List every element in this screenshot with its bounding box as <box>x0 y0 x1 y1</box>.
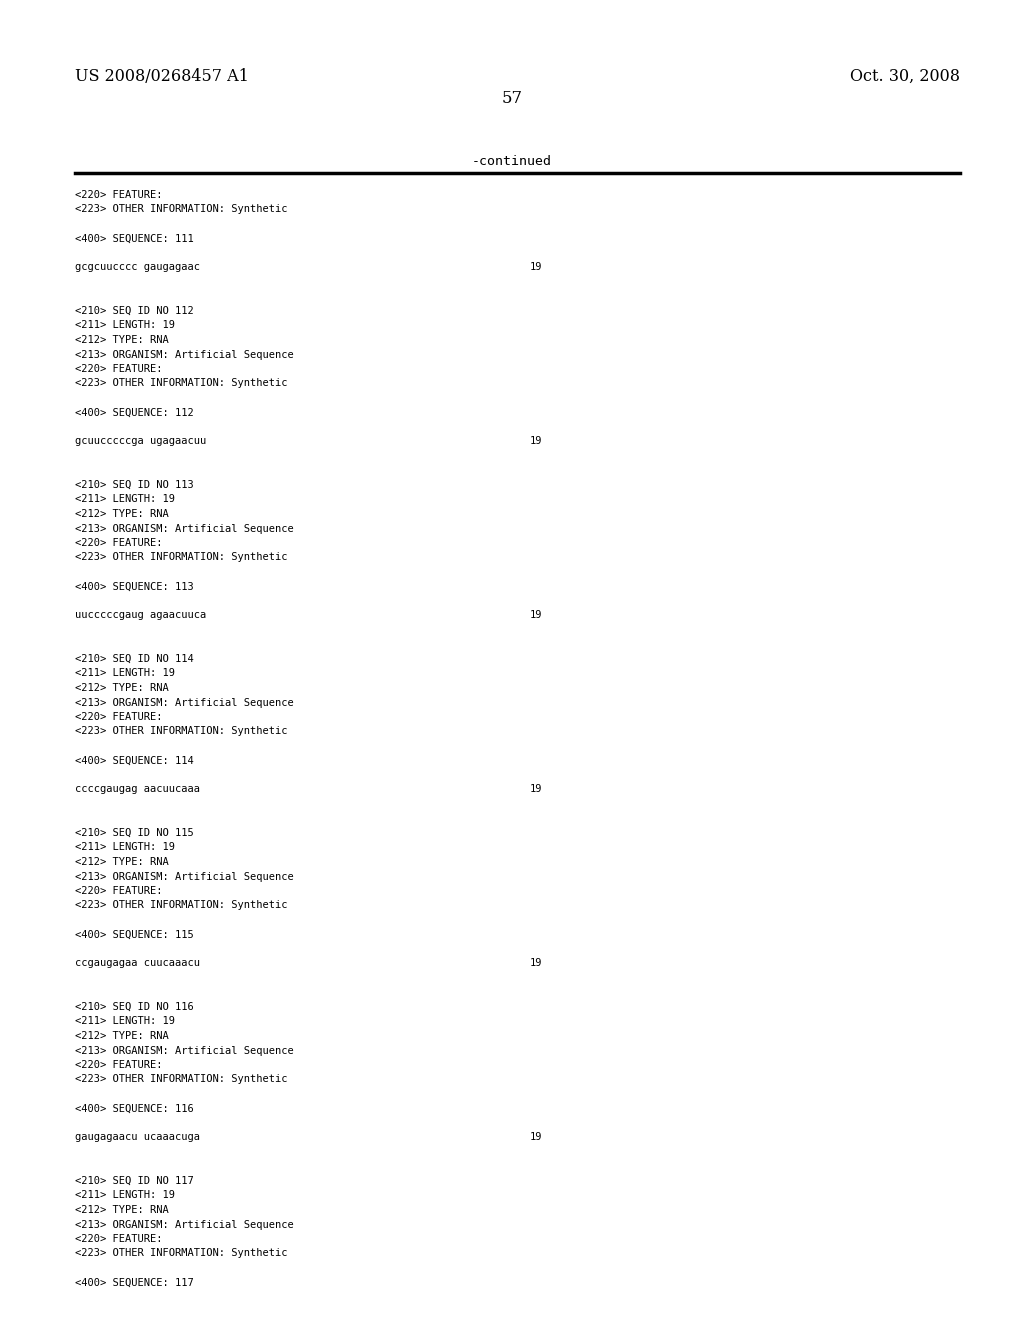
Text: <223> OTHER INFORMATION: Synthetic: <223> OTHER INFORMATION: Synthetic <box>75 553 288 562</box>
Text: 19: 19 <box>530 784 543 795</box>
Text: <212> TYPE: RNA: <212> TYPE: RNA <box>75 857 169 867</box>
Text: <213> ORGANISM: Artificial Sequence: <213> ORGANISM: Artificial Sequence <box>75 1220 294 1229</box>
Text: <223> OTHER INFORMATION: Synthetic: <223> OTHER INFORMATION: Synthetic <box>75 900 288 911</box>
Text: <213> ORGANISM: Artificial Sequence: <213> ORGANISM: Artificial Sequence <box>75 1045 294 1056</box>
Text: ccccgaugag aacuucaaa: ccccgaugag aacuucaaa <box>75 784 200 795</box>
Text: <213> ORGANISM: Artificial Sequence: <213> ORGANISM: Artificial Sequence <box>75 697 294 708</box>
Text: <211> LENGTH: 19: <211> LENGTH: 19 <box>75 495 175 504</box>
Text: <211> LENGTH: 19: <211> LENGTH: 19 <box>75 668 175 678</box>
Text: <211> LENGTH: 19: <211> LENGTH: 19 <box>75 842 175 853</box>
Text: gaugagaacu ucaaacuga: gaugagaacu ucaaacuga <box>75 1133 200 1143</box>
Text: <211> LENGTH: 19: <211> LENGTH: 19 <box>75 321 175 330</box>
Text: <211> LENGTH: 19: <211> LENGTH: 19 <box>75 1191 175 1200</box>
Text: 19: 19 <box>530 263 543 272</box>
Text: <210> SEQ ID NO 117: <210> SEQ ID NO 117 <box>75 1176 194 1185</box>
Text: gcgcuucccc gaugagaac: gcgcuucccc gaugagaac <box>75 263 200 272</box>
Text: gcuucccccga ugagaacuu: gcuucccccga ugagaacuu <box>75 437 206 446</box>
Text: -continued: -continued <box>472 154 552 168</box>
Text: Oct. 30, 2008: Oct. 30, 2008 <box>850 69 961 84</box>
Text: <220> FEATURE:: <220> FEATURE: <box>75 190 163 201</box>
Text: <223> OTHER INFORMATION: Synthetic: <223> OTHER INFORMATION: Synthetic <box>75 1074 288 1085</box>
Text: <220> FEATURE:: <220> FEATURE: <box>75 364 163 374</box>
Text: <400> SEQUENCE: 115: <400> SEQUENCE: 115 <box>75 929 194 940</box>
Text: <223> OTHER INFORMATION: Synthetic: <223> OTHER INFORMATION: Synthetic <box>75 726 288 737</box>
Text: 19: 19 <box>530 610 543 620</box>
Text: <223> OTHER INFORMATION: Synthetic: <223> OTHER INFORMATION: Synthetic <box>75 205 288 214</box>
Text: <212> TYPE: RNA: <212> TYPE: RNA <box>75 1205 169 1214</box>
Text: <220> FEATURE:: <220> FEATURE: <box>75 539 163 548</box>
Text: <220> FEATURE:: <220> FEATURE: <box>75 1060 163 1071</box>
Text: 19: 19 <box>530 958 543 969</box>
Text: uucccccgaug agaacuuca: uucccccgaug agaacuuca <box>75 610 206 620</box>
Text: <220> FEATURE:: <220> FEATURE: <box>75 711 163 722</box>
Text: <212> TYPE: RNA: <212> TYPE: RNA <box>75 510 169 519</box>
Text: <400> SEQUENCE: 114: <400> SEQUENCE: 114 <box>75 755 194 766</box>
Text: <220> FEATURE:: <220> FEATURE: <box>75 1234 163 1243</box>
Text: <212> TYPE: RNA: <212> TYPE: RNA <box>75 1031 169 1041</box>
Text: 19: 19 <box>530 1133 543 1143</box>
Text: <210> SEQ ID NO 112: <210> SEQ ID NO 112 <box>75 306 194 315</box>
Text: <210> SEQ ID NO 115: <210> SEQ ID NO 115 <box>75 828 194 838</box>
Text: <223> OTHER INFORMATION: Synthetic: <223> OTHER INFORMATION: Synthetic <box>75 379 288 388</box>
Text: <400> SEQUENCE: 116: <400> SEQUENCE: 116 <box>75 1104 194 1114</box>
Text: <210> SEQ ID NO 114: <210> SEQ ID NO 114 <box>75 653 194 664</box>
Text: <400> SEQUENCE: 111: <400> SEQUENCE: 111 <box>75 234 194 243</box>
Text: US 2008/0268457 A1: US 2008/0268457 A1 <box>75 69 249 84</box>
Text: <211> LENGTH: 19: <211> LENGTH: 19 <box>75 1016 175 1027</box>
Text: <213> ORGANISM: Artificial Sequence: <213> ORGANISM: Artificial Sequence <box>75 871 294 882</box>
Text: <220> FEATURE:: <220> FEATURE: <box>75 886 163 896</box>
Text: <212> TYPE: RNA: <212> TYPE: RNA <box>75 335 169 345</box>
Text: ccgaugagaa cuucaaacu: ccgaugagaa cuucaaacu <box>75 958 200 969</box>
Text: <212> TYPE: RNA: <212> TYPE: RNA <box>75 682 169 693</box>
Text: <400> SEQUENCE: 112: <400> SEQUENCE: 112 <box>75 408 194 417</box>
Text: 19: 19 <box>530 437 543 446</box>
Text: <213> ORGANISM: Artificial Sequence: <213> ORGANISM: Artificial Sequence <box>75 524 294 533</box>
Text: <210> SEQ ID NO 116: <210> SEQ ID NO 116 <box>75 1002 194 1012</box>
Text: <400> SEQUENCE: 113: <400> SEQUENCE: 113 <box>75 582 194 591</box>
Text: <223> OTHER INFORMATION: Synthetic: <223> OTHER INFORMATION: Synthetic <box>75 1249 288 1258</box>
Text: <210> SEQ ID NO 113: <210> SEQ ID NO 113 <box>75 480 194 490</box>
Text: 57: 57 <box>502 90 522 107</box>
Text: <213> ORGANISM: Artificial Sequence: <213> ORGANISM: Artificial Sequence <box>75 350 294 359</box>
Text: <400> SEQUENCE: 117: <400> SEQUENCE: 117 <box>75 1278 194 1287</box>
